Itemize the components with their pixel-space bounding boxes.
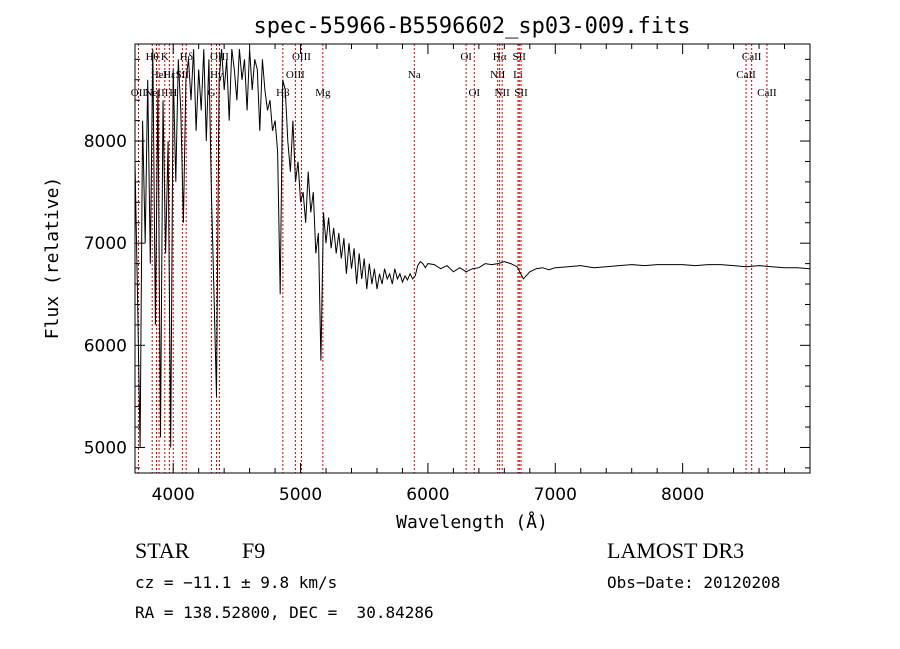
spectrum-chart: spec-55966-B5596602_sp03-009.fits OIIHθN… xyxy=(42,14,811,533)
x-tick-label-2: 6000 xyxy=(406,485,449,505)
spectrum-series-0 xyxy=(135,49,810,448)
survey-name: LAMOST DR3 xyxy=(607,538,745,563)
line-label-24: SII xyxy=(514,87,528,99)
line-label-3: HeI xyxy=(151,69,168,81)
line-label-15: Mg xyxy=(315,87,331,99)
x-tick-label-1: 5000 xyxy=(279,485,322,505)
line-label-22: Li xyxy=(513,69,523,81)
line-label-20: Hα xyxy=(493,51,507,63)
line-label-8: Hδ xyxy=(180,51,193,63)
line-label-21: NII xyxy=(495,87,511,99)
y-tick-label-3: 8000 xyxy=(84,132,127,152)
line-label-13: OIII xyxy=(286,69,305,81)
line-label-12: Hβ xyxy=(276,87,290,99)
y-tick-label-1: 6000 xyxy=(84,336,127,356)
chart-title: spec-55966-B5596602_sp03-009.fits xyxy=(253,14,690,39)
line-label-9: G xyxy=(207,87,215,99)
x-axis-label: Wavelength (Å) xyxy=(396,511,548,533)
plot-frame xyxy=(134,43,811,474)
redshift-text: cz = −11.1 ± 9.8 km/s xyxy=(135,573,338,592)
coordinates-text: RA = 138.52800, DEC = 30.84286 xyxy=(135,603,434,622)
x-tick-label-0: 4000 xyxy=(152,485,195,505)
line-label-2: NeIII xyxy=(145,87,169,99)
object-class: STAR xyxy=(135,538,190,563)
line-label-17: OI xyxy=(460,51,472,63)
line-label-10: Hγ xyxy=(210,69,223,81)
line-label-14: OIII xyxy=(292,51,311,63)
line-label-18: OI xyxy=(468,87,480,99)
x-axis-ticks: 4000 5000 6000 7000 8000 xyxy=(152,44,811,505)
line-label-1: Hθ xyxy=(146,51,159,63)
line-label-19: NII xyxy=(490,69,506,81)
line-label-25: CaII xyxy=(736,69,756,81)
y-axis-label: Flux (relative) xyxy=(42,177,63,340)
y-tick-label-0: 5000 xyxy=(84,438,127,458)
x-tick-label-4: 8000 xyxy=(661,485,704,505)
line-label-27: CaII xyxy=(757,87,777,99)
line-markers: OIIHθNeIIIHeIKHεHSIIHδGHγOIIIHβOIIIOIIIM… xyxy=(131,44,777,473)
y-tick-label-2: 7000 xyxy=(84,234,127,254)
line-label-23: SII xyxy=(513,51,527,63)
line-label-16: Na xyxy=(408,69,421,81)
line-label-4: K xyxy=(161,51,169,63)
object-subclass: F9 xyxy=(242,538,266,563)
line-label-11: OIII xyxy=(210,51,229,63)
x-tick-label-3: 7000 xyxy=(534,485,577,505)
line-label-5: Hε xyxy=(163,69,176,81)
line-label-26: CaII xyxy=(742,51,762,63)
series-group xyxy=(135,49,810,448)
y-axis-ticks: 5000 6000 7000 8000 xyxy=(84,58,810,469)
obs-date-text: Obs−Date: 20120208 xyxy=(607,573,781,592)
